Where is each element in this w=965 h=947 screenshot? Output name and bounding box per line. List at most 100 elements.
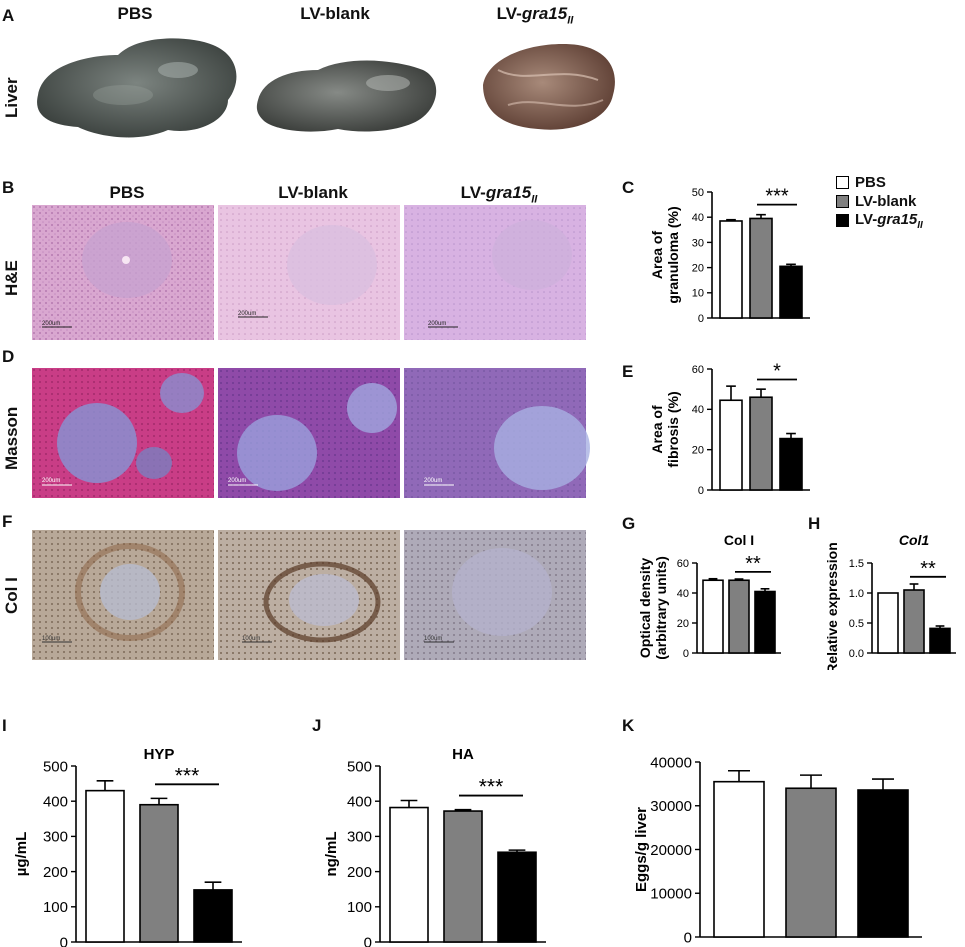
bar-j-blank	[443, 810, 483, 943]
bar-i-gra	[193, 889, 233, 943]
y-label-c-1: granuloma (%)	[665, 206, 681, 303]
bar-g-blank	[728, 579, 750, 654]
sig-stars-i: ***	[175, 764, 200, 787]
y-label-c-0: Area of	[649, 231, 665, 280]
y-tick-label-e-3: 60	[692, 364, 704, 376]
he-images: 200um 200um 200um	[32, 205, 586, 340]
y-tick-label-c-4: 40	[692, 212, 704, 224]
bar-c-pbs	[719, 220, 743, 319]
y-tick-label-j-3: 300	[347, 829, 372, 846]
liver-photo-lv-blank	[256, 60, 437, 132]
sig-stars-h: **	[920, 558, 936, 580]
y-tick-label-i-0: 0	[60, 934, 68, 947]
y-tick-label-j-2: 200	[347, 864, 372, 881]
panel-letter-f: F	[2, 512, 13, 531]
bar-c-blank	[749, 217, 773, 319]
y-tick-label-e-0: 0	[698, 485, 704, 497]
liver-photos	[37, 38, 615, 138]
y-tick-label-e-1: 20	[692, 445, 704, 457]
bar-i-pbs	[85, 789, 125, 943]
bar-i-blank	[139, 803, 179, 943]
legend-label-pbs: PBS	[855, 174, 886, 191]
y-tick-label-g-2: 40	[677, 588, 689, 600]
y-tick-label-c-1: 10	[692, 288, 704, 300]
y-tick-label-i-3: 300	[43, 829, 68, 846]
y-label-g-0: Optical density	[640, 558, 653, 659]
y-tick-label-c-2: 20	[692, 262, 704, 274]
bar-k-blank	[785, 787, 837, 938]
panel-letter-c: C	[622, 178, 635, 197]
sig-stars-j: ***	[479, 776, 504, 799]
y-tick-label-i-5: 500	[43, 758, 68, 775]
y-tick-label-g-0: 0	[683, 648, 689, 660]
masson-images: 200um 200um 200um	[32, 368, 590, 498]
y-tick-label-h-3: 1.5	[849, 558, 864, 570]
bar-e-blank	[749, 396, 773, 491]
chart-h: 0.0 0.5 1.0 1.5 ** Relative expression Col1	[825, 532, 956, 670]
y-tick-label-c-0: 0	[698, 313, 704, 325]
y-tick-label-h-1: 0.5	[849, 618, 864, 630]
sig-stars-c: ***	[765, 186, 789, 208]
row-label-liver: Liver	[2, 77, 21, 118]
y-tick-label-k-0: 0	[684, 929, 692, 946]
y-tick-label-c-5: 50	[692, 187, 704, 199]
legend-label-blank: LV-blank	[855, 193, 917, 210]
col-title-gra-b: LV-gra15II	[460, 183, 538, 206]
col-title-pbs-a: PBS	[117, 4, 153, 23]
chart-e: 0 20 40 60 * Area of fibrosis (%)	[649, 360, 810, 497]
y-tick-label-j-5: 500	[347, 758, 372, 775]
scalebar-f3: 100um	[424, 636, 442, 642]
row-label-col: Col I	[2, 577, 21, 614]
scalebar-b3: 200um	[428, 321, 446, 327]
y-tick-label-k-1: 10000	[650, 886, 692, 903]
legend-swatch-pbs	[836, 176, 849, 189]
y-tick-label-g-1: 20	[677, 618, 689, 630]
chart-j: 0 100 200 300 400 500 *** ng/mL HA	[323, 746, 546, 947]
liver-photo-pbs	[37, 38, 237, 138]
y-tick-label-i-4: 400	[43, 793, 68, 810]
coli-images: 100um 100um 100um	[32, 530, 586, 660]
panel-letter-j: J	[312, 716, 322, 735]
y-tick-label-j-1: 100	[347, 899, 372, 916]
legend-item-gra: LV-gra15II	[836, 210, 961, 231]
chart-i: 0 100 200 300 400 500 *** µg/mL HYP	[13, 746, 242, 947]
scalebar-d3: 200um	[424, 478, 442, 484]
panel-letter-h: H	[808, 514, 821, 533]
bar-c-gra	[779, 265, 803, 319]
scalebar-d2: 200um	[228, 478, 246, 484]
scalebar-f2: 100um	[242, 636, 260, 642]
bar-h-gra	[929, 627, 951, 654]
y-label-h-0: Relative expression	[825, 542, 840, 670]
y-tick-label-e-2: 40	[692, 404, 704, 416]
y-tick-label-j-0: 0	[364, 934, 372, 947]
bar-g-gra	[754, 590, 776, 654]
col-title-gra-a: LV-gra15II	[496, 4, 574, 27]
y-label-i-0: µg/mL	[13, 832, 30, 876]
legend: PBS LV-blank LV-gra15II	[836, 173, 961, 231]
bar-j-pbs	[389, 806, 429, 943]
y-tick-label-j-4: 400	[347, 793, 372, 810]
y-label-k-0: Eggs/g liver	[633, 807, 650, 892]
y-tick-label-i-1: 100	[43, 899, 68, 916]
legend-item-blank: LV-blank	[836, 192, 961, 211]
col-title-blank-a: LV-blank	[300, 4, 370, 23]
chart-c: 0 10 20 30 40 50 *** Area of granuloma (%)	[649, 186, 810, 325]
panel-letter-e: E	[622, 362, 634, 381]
sig-stars-g: **	[745, 553, 761, 575]
chart-title-j: HA	[452, 746, 474, 763]
y-tick-label-h-0: 0.0	[849, 648, 864, 660]
liver-photo-lv-gra15	[483, 44, 615, 130]
bar-h-pbs	[877, 592, 899, 654]
scalebar-b2: 200um	[238, 311, 256, 317]
col-title-blank-b: LV-blank	[278, 183, 348, 202]
bar-e-pbs	[719, 399, 743, 491]
y-tick-label-i-2: 200	[43, 864, 68, 881]
chart-title-h: Col1	[899, 532, 930, 548]
col-title-pbs-b: PBS	[109, 183, 145, 202]
legend-swatch-blank	[836, 195, 849, 208]
bar-k-pbs	[713, 780, 765, 938]
y-label-e-0: Area of	[649, 405, 665, 454]
bar-j-gra	[497, 851, 537, 943]
legend-label-gra: LV-gra15II	[855, 210, 923, 231]
panel-letter-i: I	[2, 716, 7, 735]
